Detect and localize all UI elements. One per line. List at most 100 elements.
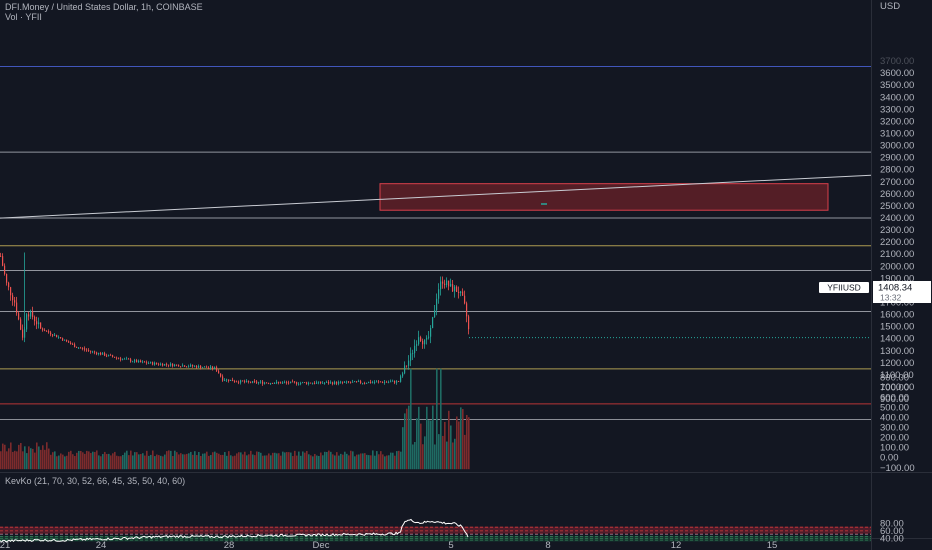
candle-body (186, 366, 188, 368)
volume-bar (424, 436, 426, 470)
candle-body (412, 353, 414, 354)
price-tick-label: 2600.00 (880, 189, 914, 200)
volume-bar (88, 451, 90, 470)
time-axis[interactable]: 21 24 28 Dec 5 8 12 15 (0, 540, 777, 550)
candle-body (176, 364, 178, 366)
time-tick-label: 5 (448, 540, 453, 550)
volume-bar (440, 368, 442, 470)
volume-bar (184, 454, 186, 470)
candle-body (26, 314, 28, 330)
price-tick-label: 1900.00 (880, 273, 914, 284)
candle-body (204, 366, 206, 368)
volume-axis[interactable]: 800.00700.00600.00500.00400.00300.00200.… (880, 372, 915, 473)
volume-bar (50, 454, 52, 470)
candle-body (60, 337, 62, 339)
volume-bar (216, 452, 218, 470)
volume-bar (404, 413, 406, 470)
volume-bar (210, 455, 212, 470)
candle-body (58, 337, 60, 338)
volume-bar (20, 443, 22, 470)
trendline[interactable] (0, 174, 872, 219)
volume-bar (206, 451, 208, 470)
volume-bar (48, 448, 50, 470)
candle-body (262, 381, 264, 384)
candle-body (126, 358, 128, 360)
indicator-legend[interactable]: KevKo (21, 70, 30, 52, 66, 45, 35, 50, 4… (5, 476, 186, 486)
candle-body (336, 381, 338, 384)
volume-bar (78, 450, 80, 470)
price-axis-currency: USD (880, 1, 900, 12)
volume-bar (380, 451, 382, 470)
candle-body (358, 381, 360, 383)
candle-body (216, 367, 218, 371)
volume-bar (336, 452, 338, 470)
candle-body (268, 382, 270, 384)
candle-body (396, 381, 398, 383)
candle-body (50, 332, 52, 335)
price-pane[interactable] (0, 65, 872, 405)
volume-bar (456, 416, 458, 470)
candle-body (32, 311, 34, 317)
candle-body (94, 351, 96, 353)
volume-bar (104, 451, 106, 470)
volume-bar (410, 368, 412, 470)
candle-body (138, 360, 140, 363)
last-price-box (873, 281, 931, 303)
volume-bar (318, 455, 320, 470)
volume-bar (238, 452, 240, 470)
volume-tick-label: 100.00 (880, 443, 909, 454)
volume-tick-label: 0.00 (880, 453, 899, 464)
candle-body (142, 361, 144, 363)
candle-body (178, 364, 180, 367)
volume-bar (442, 435, 444, 470)
price-tick-label: 2500.00 (880, 201, 914, 212)
volume-bar (360, 453, 362, 470)
volume-bar (42, 445, 44, 470)
candle-body (46, 331, 48, 332)
volume-bar (176, 452, 178, 470)
volume-bar (376, 451, 378, 470)
candle-body (232, 379, 234, 382)
candle-body (120, 358, 122, 360)
volume-bar (292, 456, 294, 470)
candle-body (452, 284, 454, 292)
volume-bar (136, 452, 138, 470)
price-axis[interactable]: USD 3700.003600.003500.003400.003300.003… (880, 1, 914, 405)
price-zone-rectangle[interactable] (379, 183, 829, 211)
volume-bar (416, 418, 418, 470)
candle-body (86, 349, 88, 351)
volume-bar (96, 450, 98, 470)
candle-body (254, 381, 256, 382)
price-tick-label: 1200.00 (880, 358, 914, 369)
indicator-pane[interactable] (0, 518, 871, 543)
volume-bar (180, 453, 182, 470)
volume-pane[interactable] (0, 368, 871, 470)
volume-bar (30, 448, 32, 470)
candle-body (442, 281, 444, 284)
candle-body (188, 366, 190, 368)
candle-body (44, 330, 46, 332)
volume-legend[interactable]: Vol · YFII (5, 12, 42, 22)
symbol-tag-box (819, 282, 869, 293)
volume-bar (466, 415, 468, 470)
volume-bar (412, 444, 414, 470)
symbol-legend[interactable]: DFI.Money / United States Dollar, 1h, CO… (5, 2, 203, 12)
candle-body (236, 381, 238, 383)
volume-bar (62, 454, 64, 470)
time-tick-label: 8 (545, 540, 550, 550)
candle-body (288, 382, 290, 384)
price-tick-label: 3300.00 (880, 104, 914, 115)
volume-tick-label: −100.00 (880, 463, 915, 474)
indicator-overbought-band (0, 526, 871, 534)
volume-bar (460, 407, 462, 470)
candle-body (222, 376, 224, 381)
candle-body (454, 286, 456, 292)
candle-body (392, 380, 394, 382)
candle-body (18, 313, 20, 320)
volume-bar (168, 450, 170, 470)
candle-body (34, 316, 36, 322)
volume-bar (340, 453, 342, 470)
volume-bar (70, 450, 72, 470)
